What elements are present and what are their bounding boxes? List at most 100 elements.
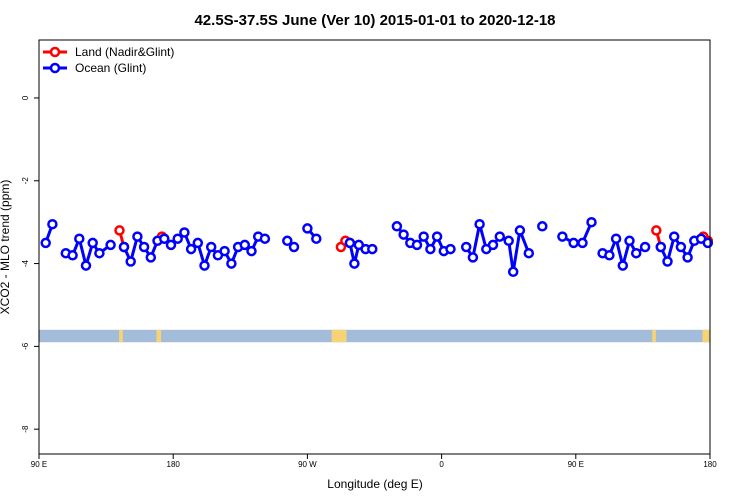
x-tick-label: 180 (167, 460, 181, 469)
ocean-series-line (464, 222, 531, 274)
y-axis-label: XCO2 - MLO trend (ppm) (0, 180, 12, 315)
ocean-data-point (118, 241, 130, 253)
ocean-data-point (537, 221, 548, 232)
ocean-data-point (125, 256, 136, 267)
ocean-data-point (494, 231, 506, 242)
x-tick-label: 0 (439, 460, 444, 469)
ocean-data-point (40, 237, 51, 249)
ocean-data-point (74, 233, 85, 244)
ocean-data-point (425, 243, 436, 255)
ocean-data-point (639, 241, 651, 253)
ocean-data-point (411, 239, 423, 251)
ocean-data-point (239, 239, 251, 251)
ocean-data-point (557, 231, 568, 242)
ocean-data-point (159, 233, 170, 244)
y-tick-label: -2 (21, 177, 30, 185)
legend-marker-land (49, 46, 61, 58)
ocean-data-point (668, 231, 680, 242)
y-tick-label: -4 (21, 259, 30, 267)
ocean-data-point (630, 247, 642, 259)
land-strip-span (702, 329, 710, 343)
ocean-data-point (577, 237, 588, 249)
land-data-point (651, 225, 662, 236)
land-strip-span (119, 329, 123, 343)
ocean-data-point (682, 252, 693, 263)
ocean-data-point (568, 237, 579, 249)
ocean-data-point (503, 235, 514, 247)
ocean-data-point (192, 237, 204, 249)
ocean-data-point (246, 245, 257, 257)
ocean-data-point (349, 258, 360, 269)
ocean-data-point (172, 233, 183, 244)
ocean-data-point (586, 216, 597, 228)
ocean-data-point (431, 231, 443, 242)
ocean-data-point (367, 243, 378, 255)
y-tick-label: -8 (21, 425, 30, 433)
ocean-data-point (94, 247, 105, 259)
ocean-data-point (302, 223, 313, 234)
ocean-strip (39, 329, 710, 343)
ocean-data-point (288, 241, 300, 253)
chart-title: 42.5S-37.5S June (Ver 10) 2015-01-01 to … (194, 12, 555, 29)
ocean-data-point (675, 241, 687, 253)
ocean-data-point (514, 225, 526, 236)
legend-label-land: Land (Nadir&Glint) (75, 45, 174, 59)
x-tick-label: 180 (703, 460, 717, 469)
ocean-data-point (617, 260, 629, 271)
x-axis: 90 E 180 90 W 0 90 E 180 (31, 454, 717, 469)
ocean-data-point (604, 250, 615, 261)
ocean-data-point (662, 256, 673, 267)
ocean-data-point (179, 227, 190, 238)
ocean-data-point (259, 233, 271, 244)
y-tick-label: -6 (21, 342, 30, 350)
legend-marker-ocean (49, 62, 61, 74)
ocean-data-point (610, 233, 622, 244)
y-tick-label: 0 (21, 95, 30, 100)
ocean-data-point (132, 231, 143, 242)
ocean-data-point (398, 229, 409, 240)
ocean-data-point (226, 258, 237, 269)
land-data-point (114, 225, 125, 236)
ocean-data-point (138, 241, 150, 253)
x-tick-label: 90 E (31, 460, 47, 469)
ocean-data-point (624, 235, 635, 247)
ocean-data-point (460, 241, 472, 253)
ocean-data-point (145, 252, 157, 263)
land-strip-span (331, 329, 347, 343)
legend-entry-ocean: Ocean (Glint) (43, 61, 146, 75)
ocean-data-point (311, 233, 322, 244)
ocean-data-point (80, 260, 92, 271)
ocean-data-point (199, 260, 210, 271)
legend-label-ocean: Ocean (Glint) (75, 61, 146, 75)
x-tick-label: 90 W (298, 460, 317, 469)
ocean-data-point (344, 237, 356, 249)
land-ocean-strip (39, 329, 710, 343)
legend: Land (Nadir&Glint) Ocean (Glint) (43, 45, 174, 75)
land-strip-span (156, 329, 162, 343)
ocean-data-point (507, 266, 519, 278)
ocean-data-point (219, 245, 230, 257)
ocean-data-point (467, 252, 479, 263)
ocean-data-point (165, 239, 177, 251)
ocean-data-point (418, 231, 429, 242)
series-layer (40, 216, 714, 278)
ocean-data-point (67, 250, 78, 261)
land-strip-span (652, 329, 656, 343)
ocean-data-point (47, 218, 58, 230)
x-axis-label: Longitude (deg E) (327, 477, 422, 491)
ocean-data-point (445, 243, 456, 255)
ocean-data-point (474, 218, 485, 230)
ocean-data-point (702, 237, 714, 249)
ocean-data-point (655, 241, 667, 253)
ocean-data-point (487, 239, 499, 251)
ocean-data-point (523, 247, 535, 259)
y-axis: 0 -2 -4 -6 -8 (21, 95, 39, 433)
plot-frame (38, 39, 711, 455)
legend-entry-land: Land (Nadir&Glint) (43, 45, 174, 59)
ocean-data-point (185, 243, 197, 255)
x-tick-label: 90 E (568, 460, 584, 469)
series-ocean (40, 216, 714, 278)
ocean-data-point (205, 241, 217, 253)
ocean-data-point (391, 221, 403, 232)
